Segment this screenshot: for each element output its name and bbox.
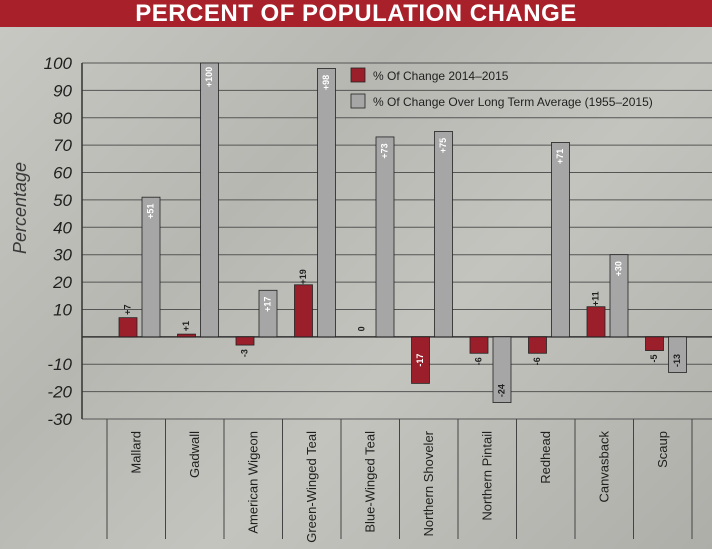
data-label: -5 xyxy=(649,355,659,363)
data-label: +71 xyxy=(555,149,565,164)
x-tick-label: Mallard xyxy=(128,431,143,474)
legend-swatch xyxy=(350,67,366,83)
y-tick-label: 10 xyxy=(53,300,72,319)
y-tick-label: 40 xyxy=(53,218,72,237)
legend-label: % Of Change Over Long Term Average (1955… xyxy=(373,95,653,109)
bar-change-2014-2015 xyxy=(177,333,196,338)
y-tick-label: 30 xyxy=(53,246,72,265)
bar-long-term-average xyxy=(551,142,570,338)
bar-long-term-average xyxy=(668,336,687,373)
bar-change-2014-2015 xyxy=(118,317,138,338)
x-tick-label: Gadwall xyxy=(187,431,202,478)
data-label: +73 xyxy=(379,143,389,158)
data-label: -6 xyxy=(532,357,542,365)
y-tick-label: 90 xyxy=(53,81,72,100)
bar-change-2014-2015 xyxy=(469,336,489,354)
title-banner xyxy=(0,0,712,27)
data-label: +7 xyxy=(122,305,132,315)
legend-swatch xyxy=(350,93,366,109)
y-tick-label: -20 xyxy=(47,383,72,402)
chart-title: PERCENT OF POPULATION CHANGE xyxy=(135,0,577,27)
y-tick-label: 20 xyxy=(52,273,72,292)
bar-long-term-average xyxy=(434,131,453,338)
x-tick-label: Redhead xyxy=(538,431,553,484)
y-tick-label: 100 xyxy=(44,54,73,73)
bar-change-2014-2015 xyxy=(235,336,255,346)
data-label: +98 xyxy=(321,75,331,90)
y-tick-label: 50 xyxy=(53,191,72,210)
bar-long-term-average xyxy=(200,62,219,338)
bar-long-term-average xyxy=(258,289,278,338)
y-tick-label: 70 xyxy=(53,136,72,155)
data-label: +11 xyxy=(590,291,600,306)
data-label: -6 xyxy=(473,357,483,365)
bar-change-2014-2015 xyxy=(411,336,430,384)
x-tick-label: Northern Pintail xyxy=(479,431,494,521)
bar-long-term-average xyxy=(492,336,512,403)
y-tick-label: 80 xyxy=(53,109,72,128)
y-axis-label: Percentage xyxy=(10,162,30,254)
y-tick-label: -10 xyxy=(47,355,72,374)
data-label: +30 xyxy=(613,261,623,276)
x-tick-label: American Wigeon xyxy=(245,431,260,534)
data-label: +19 xyxy=(298,269,308,284)
data-label: +51 xyxy=(145,204,155,219)
data-label: 0 xyxy=(356,326,366,331)
bar-change-2014-2015 xyxy=(294,284,313,338)
bar-change-2014-2015 xyxy=(528,336,547,354)
data-label: +1 xyxy=(181,321,191,331)
data-label: -24 xyxy=(496,384,506,397)
bar-change-2014-2015 xyxy=(586,306,606,338)
x-tick-label: Northern Shoveler xyxy=(421,430,436,536)
y-tick-label: -30 xyxy=(47,410,72,429)
data-label: -3 xyxy=(239,349,249,357)
data-label: -13 xyxy=(672,354,682,367)
bar-long-term-average xyxy=(317,68,336,338)
bar-long-term-average xyxy=(141,196,161,338)
y-tick-label: 60 xyxy=(53,164,72,183)
x-tick-label: Canvasback xyxy=(596,431,611,503)
data-label: -17 xyxy=(415,354,425,367)
data-label: +75 xyxy=(438,138,448,153)
legend-label: % Of Change 2014–2015 xyxy=(373,69,509,83)
data-label: +17 xyxy=(262,297,272,312)
x-tick-label: Green-Winged Teal xyxy=(304,431,319,543)
bar-long-term-average xyxy=(609,254,629,338)
data-label: +100 xyxy=(204,67,214,87)
x-tick-label: Blue-Winged Teal xyxy=(362,431,377,533)
bar-change-2014-2015 xyxy=(645,336,664,351)
x-tick-label: Scaup xyxy=(655,431,670,468)
bar-long-term-average xyxy=(375,136,395,338)
